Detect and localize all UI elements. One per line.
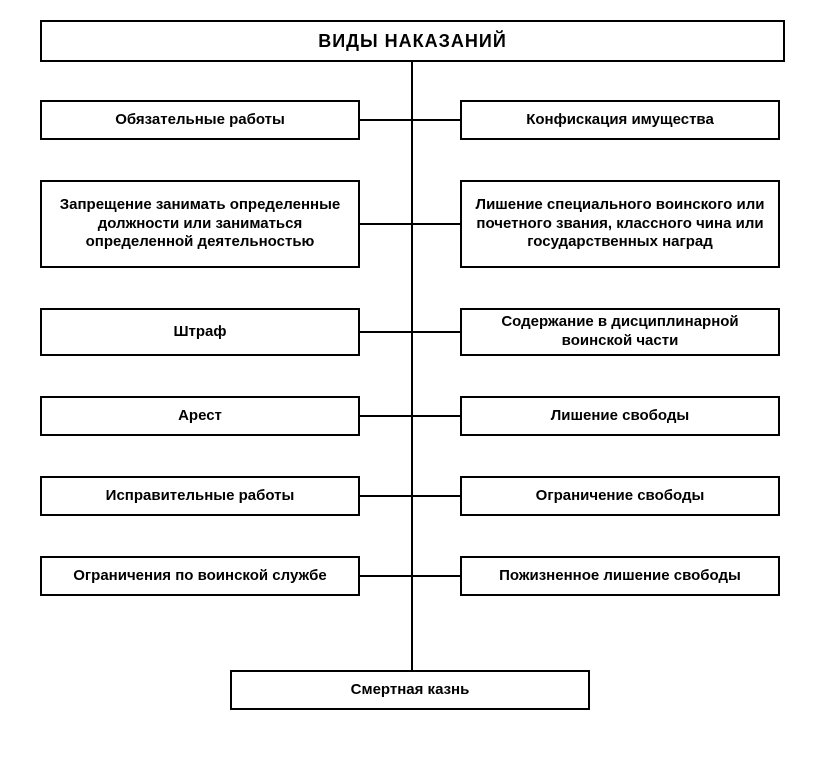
connector-right-4 <box>412 495 460 497</box>
connector-left-5 <box>360 575 412 577</box>
right-box-0: Конфискация имущества <box>460 100 780 140</box>
left-box-3: Арест <box>40 396 360 436</box>
connector-left-2 <box>360 331 412 333</box>
connector-left-1 <box>360 223 412 225</box>
right-box-5: Пожизненное лишение свободы <box>460 556 780 596</box>
bottom-box: Смертная казнь <box>230 670 590 710</box>
left-box-2: Штраф <box>40 308 360 356</box>
connector-right-5 <box>412 575 460 577</box>
connector-right-3 <box>412 415 460 417</box>
right-box-1: Лишение специального воинского или почет… <box>460 180 780 268</box>
left-box-0: Обязательные работы <box>40 100 360 140</box>
diagram-canvas: ВИДЫ НАКАЗАНИЙ Обязательные работы Конфиск… <box>0 0 825 770</box>
left-box-4: Исправительные работы <box>40 476 360 516</box>
left-box-5: Ограничения по воинской службе <box>40 556 360 596</box>
connector-right-0 <box>412 119 460 121</box>
right-box-4: Ограничение свободы <box>460 476 780 516</box>
connector-right-1 <box>412 223 460 225</box>
trunk-line <box>411 62 413 690</box>
connector-right-2 <box>412 331 460 333</box>
right-box-3: Лишение свободы <box>460 396 780 436</box>
connector-left-3 <box>360 415 412 417</box>
title-box: ВИДЫ НАКАЗАНИЙ <box>40 20 785 62</box>
connector-left-4 <box>360 495 412 497</box>
right-box-2: Содержание в дисциплинарной воинской час… <box>460 308 780 356</box>
connector-left-0 <box>360 119 412 121</box>
left-box-1: Запрещение занимать определенные должнос… <box>40 180 360 268</box>
